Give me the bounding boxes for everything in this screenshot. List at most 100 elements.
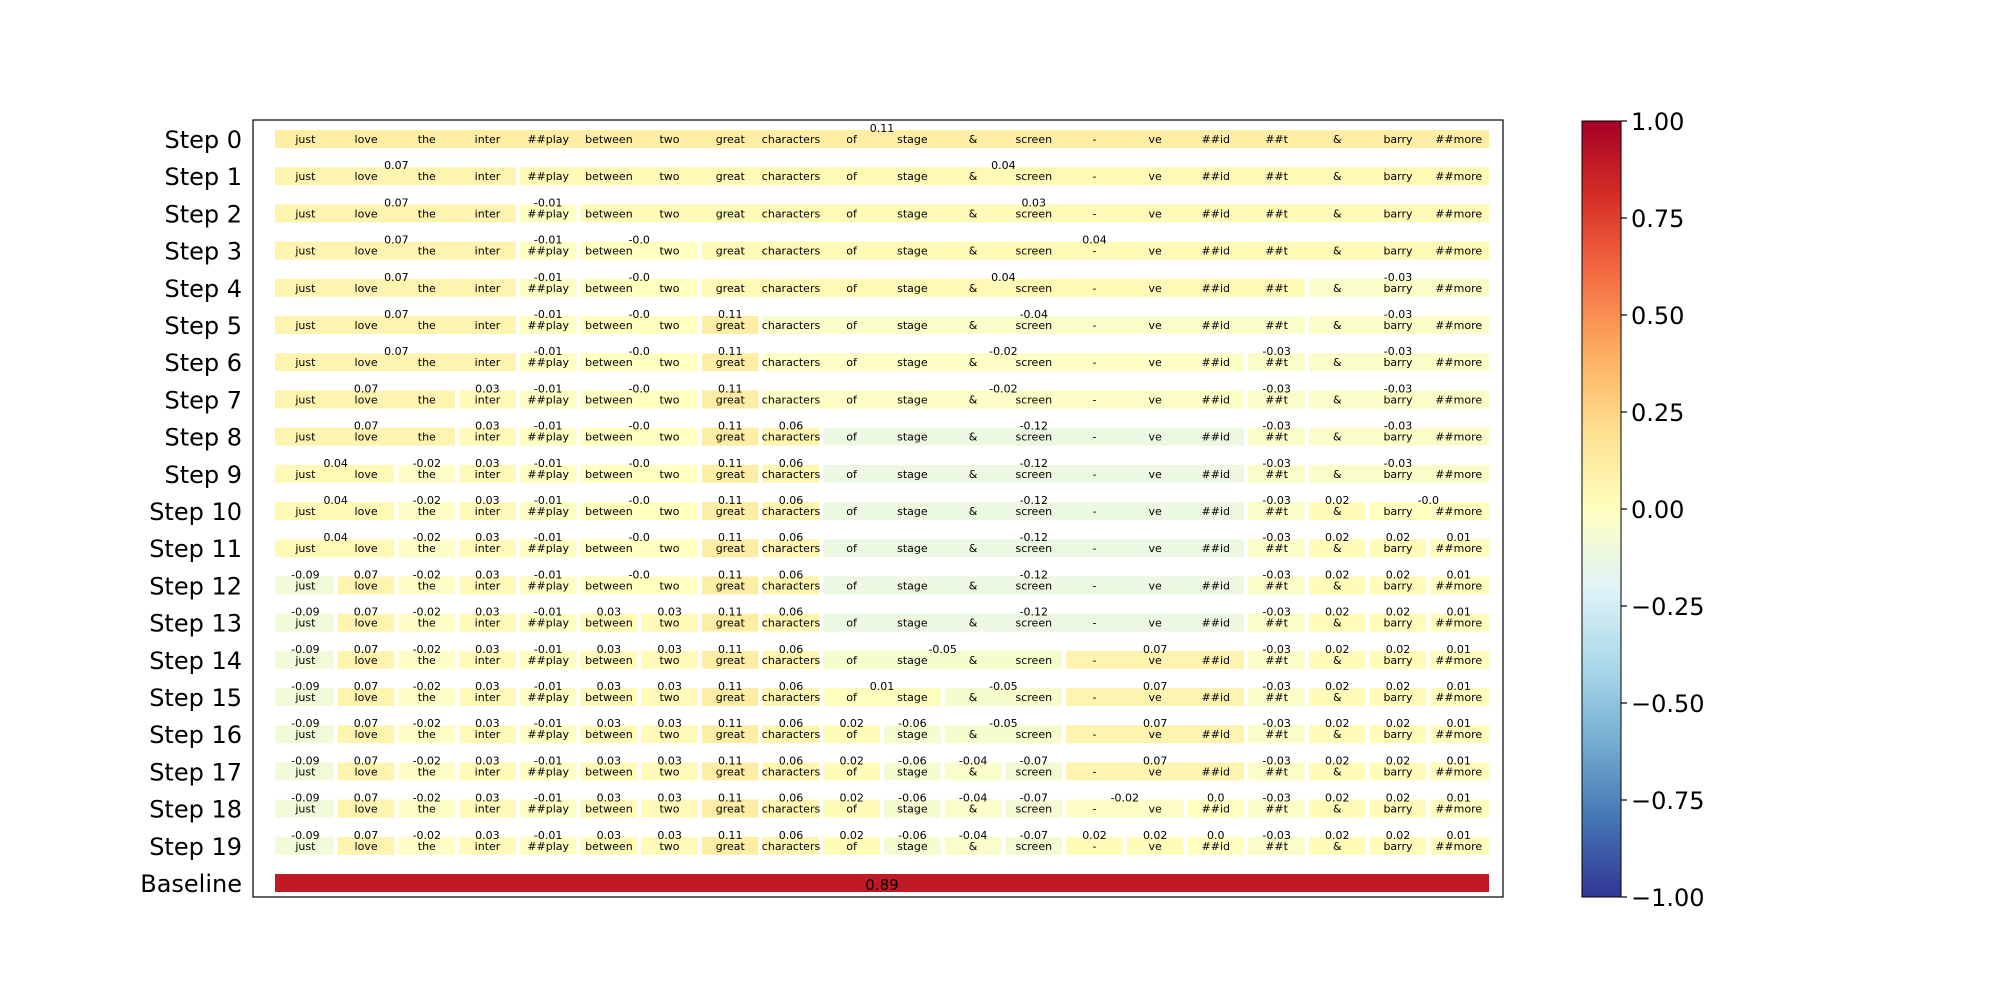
segment-value-label: 0.02 xyxy=(1386,680,1411,693)
attribution-segment xyxy=(1369,576,1427,595)
token-label: love xyxy=(355,579,378,592)
attribution-segment xyxy=(641,725,698,744)
colorbar-tick-label: 0.00 xyxy=(1631,496,1684,524)
step-label: Step 0 xyxy=(164,126,242,154)
token-label: the xyxy=(418,468,436,481)
attribution-segment xyxy=(580,353,698,372)
segment-value-label: 0.02 xyxy=(1143,829,1168,842)
segment-value-label: -0.0 xyxy=(628,494,649,507)
attribution-segment xyxy=(1308,353,1489,372)
token-label: the xyxy=(418,617,436,630)
token-label: just xyxy=(294,765,316,778)
segment-value-label: -0.02 xyxy=(989,382,1017,395)
attribution-segment xyxy=(701,650,759,669)
token-label: & xyxy=(1333,840,1342,853)
token-label: between xyxy=(585,356,633,369)
heatmap-row: just love the inter ##play between two great cha… xyxy=(275,792,1489,818)
token-label: ##more xyxy=(1435,840,1482,853)
segment-value-label: -0.02 xyxy=(413,754,441,767)
token-label: between xyxy=(585,765,633,778)
segment-value-label: 0.03 xyxy=(597,606,622,619)
token-label: ve xyxy=(1149,617,1163,630)
token-label: characters xyxy=(762,319,821,332)
token-label: just xyxy=(294,840,316,853)
attribution-segment xyxy=(762,316,1305,334)
token-label: ##play xyxy=(527,542,569,555)
token-label: ##play xyxy=(527,245,569,258)
heatmap-row: just love the inter ##play between two great cha… xyxy=(275,308,1489,334)
token-label: inter xyxy=(475,579,501,592)
attribution-segment xyxy=(398,464,456,483)
attribution-segment xyxy=(1430,725,1489,744)
token-label: stage xyxy=(897,319,928,332)
attribution-segment xyxy=(580,316,698,334)
token-label: ##t xyxy=(1265,356,1288,369)
token-label: of xyxy=(846,468,858,481)
token-label: ##id xyxy=(1202,542,1230,555)
token-label: between xyxy=(585,617,633,630)
colorbar-tick-label: −0.50 xyxy=(1631,690,1705,718)
segment-value-label: -0.03 xyxy=(1262,345,1290,358)
attribution-segment xyxy=(580,799,638,818)
segment-value-label: -0.02 xyxy=(413,494,441,507)
heatmap-row: just love the inter ##play between two great cha… xyxy=(275,568,1489,595)
segment-value-label: 0.02 xyxy=(1325,754,1350,767)
segment-value-label: 0.89 xyxy=(865,876,898,894)
attribution-segment xyxy=(1248,353,1305,372)
attribution-segment xyxy=(1308,613,1366,632)
token-label: ve xyxy=(1149,803,1163,816)
heatmap-row: just love the inter ##play between two great cha… xyxy=(275,345,1489,372)
token-label: ve xyxy=(1149,393,1163,406)
token-label: between xyxy=(585,691,633,704)
token-label: between xyxy=(585,431,633,444)
token-label: love xyxy=(355,691,378,704)
attribution-segment xyxy=(580,241,698,260)
token-label: barry xyxy=(1383,468,1413,481)
segment-value-label: 0.03 xyxy=(597,829,622,842)
token-label: - xyxy=(1093,245,1097,258)
attribution-segment xyxy=(275,241,516,260)
token-label: ##t xyxy=(1265,579,1288,592)
token-label: great xyxy=(716,207,746,220)
token-label: ##id xyxy=(1202,356,1230,369)
token-label: screen xyxy=(1016,431,1053,444)
token-label: the xyxy=(418,282,436,295)
token-label: ##more xyxy=(1435,133,1482,146)
attribution-segment xyxy=(1369,650,1427,669)
segment-value-label: 0.06 xyxy=(779,717,804,730)
attribution-segment xyxy=(459,539,516,558)
token-label: barry xyxy=(1383,170,1413,183)
token-label: - xyxy=(1093,133,1097,146)
token-label: just xyxy=(294,803,316,816)
segment-value-label: -0.02 xyxy=(413,606,441,619)
attribution-segment xyxy=(1308,539,1366,558)
segment-value-label: -0.09 xyxy=(291,680,319,693)
attribution-segment xyxy=(275,725,334,744)
token-label: of xyxy=(846,356,858,369)
attribution-segment xyxy=(1308,688,1366,706)
segment-value-label: -0.03 xyxy=(1262,457,1290,470)
token-label: ##id xyxy=(1202,840,1230,853)
segment-value-label: -0.01 xyxy=(534,680,562,693)
token-label: ##id xyxy=(1202,765,1230,778)
attribution-segment xyxy=(459,650,516,669)
segment-value-label: -0.01 xyxy=(534,643,562,656)
segment-value-label: 0.03 xyxy=(657,717,682,730)
segment-value-label: 0.07 xyxy=(354,829,379,842)
attribution-segment xyxy=(1308,650,1366,669)
segment-value-label: 0.03 xyxy=(475,420,500,433)
segment-value-label: -0.04 xyxy=(959,792,987,805)
segment-value-label: 0.03 xyxy=(475,531,500,544)
token-label: two xyxy=(659,840,679,853)
heatmap-row: just love the inter ##play between two great cha… xyxy=(275,457,1489,483)
segment-value-label: -0.02 xyxy=(989,345,1017,358)
token-label: stage xyxy=(897,207,928,220)
segment-value-label: -0.01 xyxy=(534,271,562,284)
attribution-segment xyxy=(275,390,456,409)
token-label: characters xyxy=(762,728,821,741)
segment-value-label: 0.07 xyxy=(354,606,379,619)
heatmap-row: just love the inter ##play between two great cha… xyxy=(275,606,1489,632)
segment-value-label: -0.01 xyxy=(534,382,562,395)
heatmap-row: just love the inter ##play between two great cha… xyxy=(275,643,1489,669)
step-label: Step 9 xyxy=(164,461,242,489)
